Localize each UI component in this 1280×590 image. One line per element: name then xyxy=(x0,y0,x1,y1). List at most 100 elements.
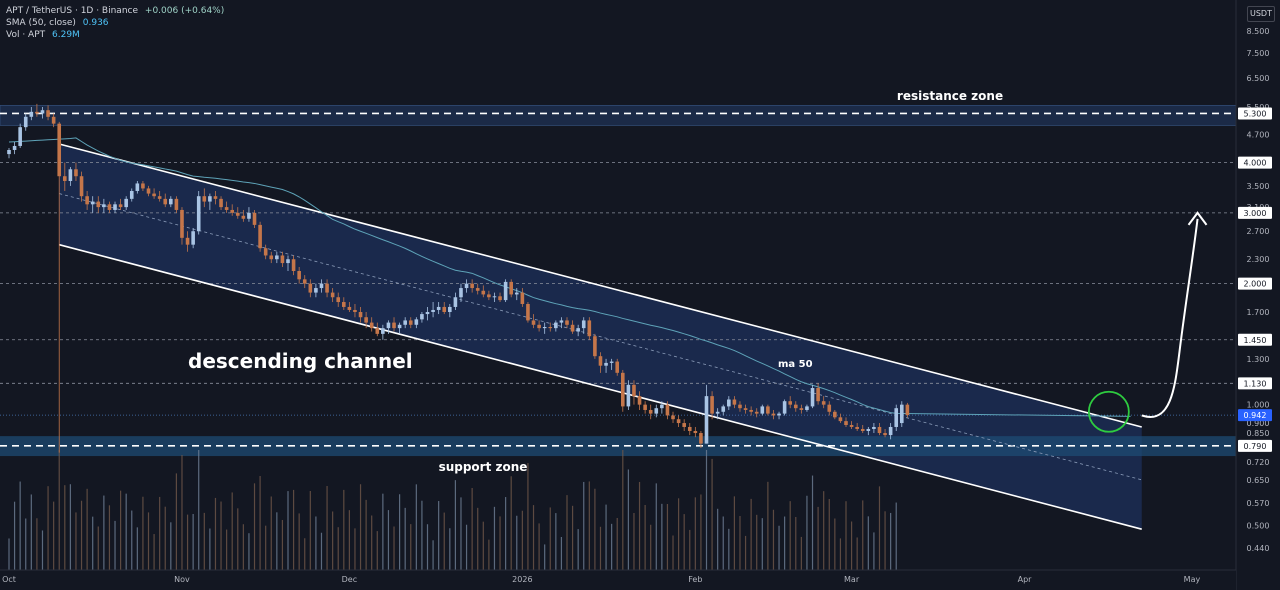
candle-body xyxy=(838,417,843,422)
candle xyxy=(152,188,156,199)
candle-body xyxy=(660,404,664,409)
candle xyxy=(821,396,826,409)
time-tick-label: Feb xyxy=(688,575,702,584)
candle-body xyxy=(358,312,363,318)
candle xyxy=(537,320,541,332)
candle-body xyxy=(18,127,22,146)
candle-body xyxy=(107,204,112,210)
candle xyxy=(905,402,910,418)
candle-body xyxy=(888,426,893,436)
candle xyxy=(777,411,781,420)
volume-bar xyxy=(393,526,395,570)
candle-body xyxy=(721,406,726,412)
candle xyxy=(754,408,759,418)
volume-bar xyxy=(92,516,94,570)
candle-body xyxy=(699,433,703,444)
volume-layer xyxy=(8,450,897,570)
candle-body xyxy=(542,327,547,329)
candle xyxy=(632,380,636,405)
candle-body xyxy=(743,408,748,410)
price-tag-box xyxy=(1238,206,1272,219)
volume-bar xyxy=(382,493,384,570)
price-tag-box xyxy=(1238,439,1272,452)
volume-bar xyxy=(800,536,802,570)
candle xyxy=(135,181,140,194)
candle-body xyxy=(604,362,608,366)
time-axis[interactable] xyxy=(0,570,1236,590)
candle xyxy=(408,317,413,329)
sma-label[interactable]: SMA (50, close) xyxy=(6,18,76,28)
volume-bar xyxy=(733,496,735,570)
candle-body xyxy=(297,271,301,280)
volume-bar xyxy=(622,450,624,570)
candle xyxy=(687,423,692,436)
candle xyxy=(459,283,463,303)
volume-bar xyxy=(337,527,339,570)
candle-body xyxy=(74,169,78,177)
currency-button[interactable]: USDT xyxy=(1247,6,1275,22)
candle-body xyxy=(314,288,318,293)
volume-bar xyxy=(47,486,49,570)
candle-body xyxy=(157,196,162,199)
candle xyxy=(615,358,620,376)
candle xyxy=(782,399,787,416)
candle xyxy=(464,279,469,293)
candle-body xyxy=(782,401,787,414)
candle-body xyxy=(487,294,491,298)
volume-bar xyxy=(421,500,423,570)
volume-bar xyxy=(638,481,641,570)
volume-bar xyxy=(878,486,881,570)
candle xyxy=(347,302,352,313)
candle xyxy=(224,201,229,213)
symbol-label[interactable]: APT / TetherUS · 1D · Binance xyxy=(6,6,139,16)
volume-label[interactable]: Vol · APT xyxy=(6,30,46,40)
candle-body xyxy=(754,411,759,414)
volume-bar xyxy=(371,515,373,570)
candle xyxy=(872,423,876,434)
candle xyxy=(888,423,893,440)
volume-bar xyxy=(616,518,618,570)
volume-bar xyxy=(326,486,328,570)
candle-body xyxy=(738,404,742,409)
candle xyxy=(425,306,430,321)
volume-bar xyxy=(839,538,842,570)
volume-bar xyxy=(13,501,16,570)
price-axis[interactable] xyxy=(1236,0,1280,590)
candle-body xyxy=(849,425,854,427)
candle-body xyxy=(760,406,765,414)
candle xyxy=(7,147,11,159)
volume-bar xyxy=(304,538,306,570)
volume-bar xyxy=(532,505,535,570)
candle-body xyxy=(319,283,324,289)
candle-body xyxy=(196,196,201,232)
candle xyxy=(235,207,240,219)
candle-body xyxy=(342,302,346,307)
volume-bar xyxy=(488,539,490,570)
candle-body xyxy=(169,198,173,205)
volume-bar xyxy=(454,480,456,570)
candle-body xyxy=(531,320,536,325)
volume-bar xyxy=(69,484,71,570)
candle xyxy=(386,320,391,334)
volume-bar xyxy=(527,463,529,570)
price-tag: 0.942 xyxy=(1238,409,1272,422)
price-tick-label: 0.650 xyxy=(1247,476,1270,485)
candle xyxy=(436,302,441,315)
candle-body xyxy=(514,292,519,295)
candle xyxy=(51,113,56,128)
candle-body xyxy=(576,328,580,332)
candle xyxy=(833,409,837,420)
candle-body xyxy=(258,224,262,249)
volume-bar xyxy=(566,495,568,570)
price-tags: 5.300 4.000 3.000 2.000 1.450 1.130 0.942 0.790 xyxy=(1238,107,1272,452)
candle xyxy=(621,369,625,412)
candle xyxy=(503,279,508,303)
volume-bar xyxy=(644,505,646,570)
candle xyxy=(587,317,592,340)
volume-bar xyxy=(717,508,719,570)
candle xyxy=(392,317,396,332)
volume-bar xyxy=(510,476,512,570)
candle-body xyxy=(51,116,56,124)
candle xyxy=(280,251,285,267)
